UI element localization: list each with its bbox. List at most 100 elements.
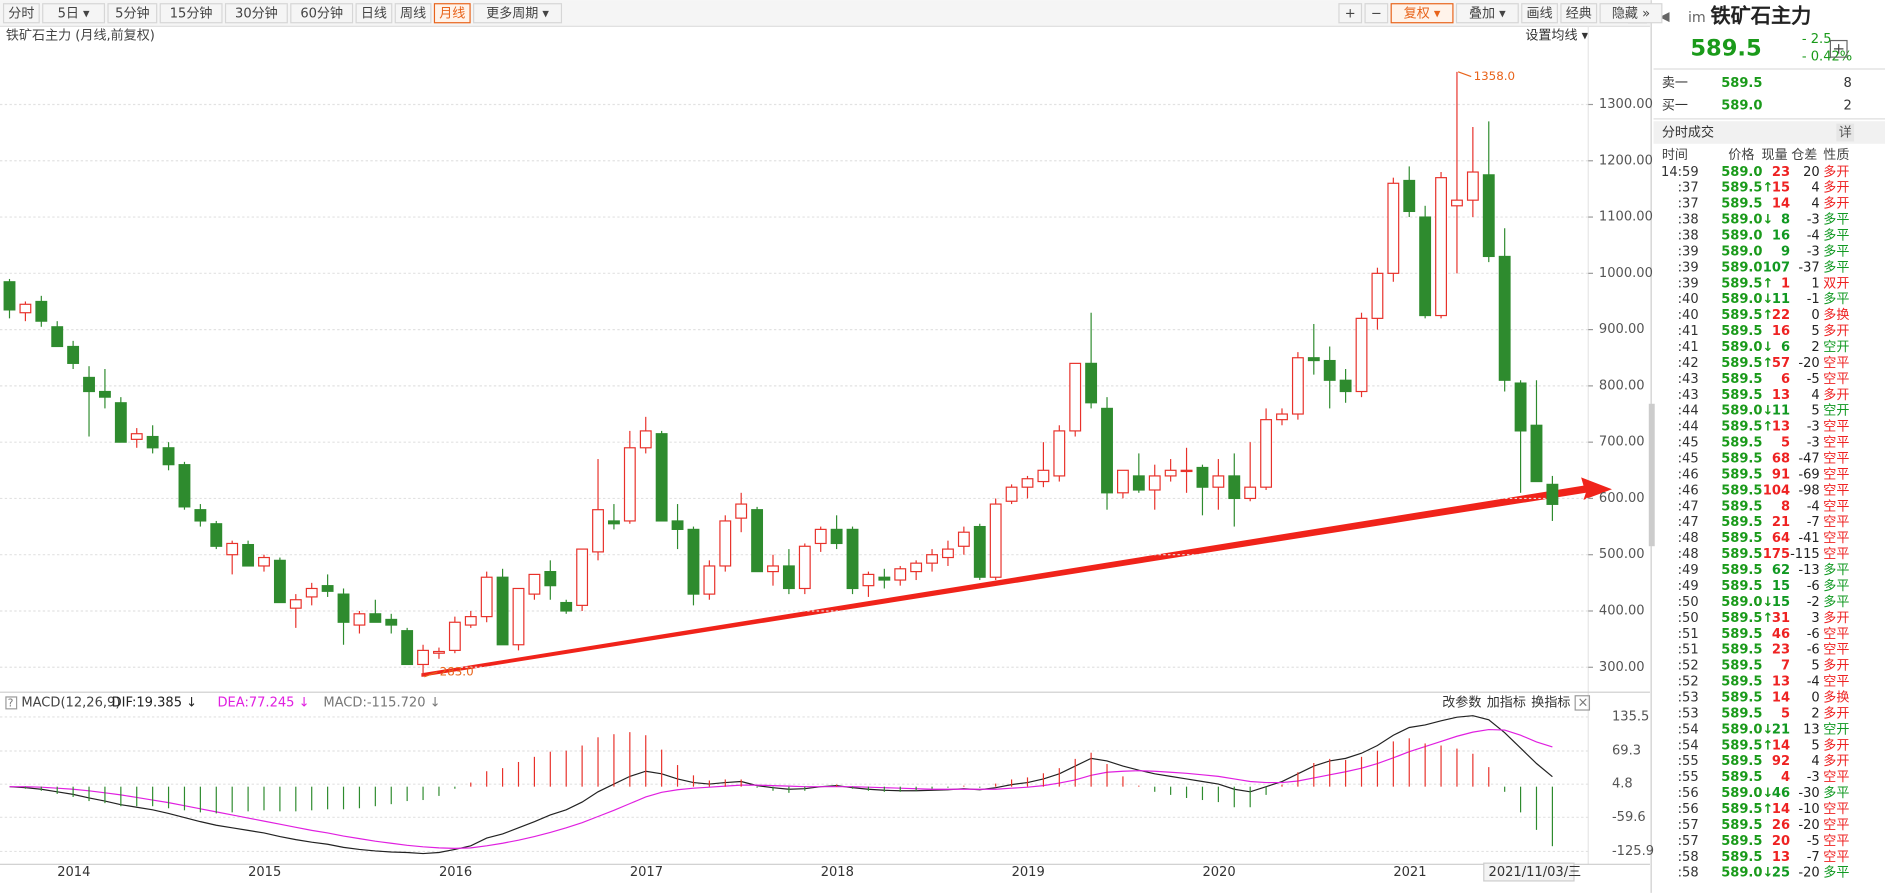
help-box[interactable] [5, 696, 18, 710]
trade-time: :55 [1678, 754, 1699, 769]
toolbar-label[interactable]: 隐藏 » [1612, 6, 1650, 21]
toolbar-button[interactable] [159, 3, 223, 24]
trade-oi-change: -37 [1798, 260, 1819, 275]
indicator-tool[interactable]: 加指标 [1487, 695, 1526, 710]
candle-body [130, 433, 143, 440]
trade-oi-change: -3 [1807, 420, 1820, 435]
toolbar-label[interactable]: − [1371, 6, 1382, 21]
trade-volume: 26 [1772, 818, 1790, 833]
indicator-tool[interactable]: 改参数 [1442, 694, 1481, 710]
toolbar-button[interactable] [473, 3, 563, 24]
toolbar-button[interactable] [2, 3, 40, 24]
toolbar-button[interactable] [433, 3, 471, 24]
trade-time: :53 [1678, 706, 1699, 721]
detail[interactable]: 详 [1839, 126, 1852, 141]
column-header: 性质 [1823, 148, 1849, 163]
toolbar-button[interactable] [1338, 3, 1363, 24]
close-indicator[interactable]: × [1578, 695, 1589, 710]
trade-type: 空平 [1823, 675, 1849, 690]
toolbar-button[interactable] [1599, 3, 1663, 24]
trade-type: 空平 [1823, 627, 1849, 642]
toolbar-button[interactable] [1455, 3, 1519, 24]
trade-price: 589.0↓ [1721, 340, 1773, 355]
trend-arrow [421, 477, 1612, 677]
toolbar-button[interactable] [224, 3, 288, 24]
trade-price: 589.5↑ [1721, 738, 1773, 753]
trade-volume: 31 [1772, 611, 1790, 626]
toolbar-button[interactable] [290, 3, 354, 24]
y-tick-label: 800.00 [1599, 378, 1645, 393]
candle-body [1037, 469, 1050, 483]
trade-oi-change: 2 [1811, 340, 1819, 355]
trade-price: 589.5↑ [1721, 356, 1773, 371]
toolbar-label[interactable]: 月线 [439, 6, 465, 21]
candle-body [433, 650, 445, 654]
toolbar-label[interactable]: 分时 [8, 6, 34, 21]
candle-body [1276, 413, 1288, 421]
book-qty: 2 [1843, 98, 1851, 113]
toolbar-label[interactable]: 更多周期 ▾ [486, 5, 549, 21]
candle-body [51, 326, 64, 348]
toolbar-button[interactable] [394, 3, 432, 24]
candle-body [846, 528, 859, 590]
detail-box[interactable] [1836, 123, 1855, 142]
toolbar-button[interactable] [1364, 3, 1389, 24]
close-box[interactable] [1574, 695, 1591, 711]
toolbar-button[interactable] [1521, 3, 1558, 24]
toolbar-label[interactable]: 画线 [1527, 6, 1553, 21]
toolbar-button[interactable] [107, 3, 158, 24]
y-tick-label: 500.00 [1599, 547, 1645, 562]
toolbar-button[interactable] [42, 3, 106, 24]
y-tick-label: -125.9 [1612, 844, 1654, 859]
trade-type: 空平 [1823, 802, 1849, 817]
add-button[interactable] [1829, 39, 1848, 58]
trade-oi-change: -3 [1807, 244, 1820, 259]
ma-setting[interactable]: 设置均线 ▾ [1525, 28, 1588, 43]
splitter[interactable] [1648, 403, 1655, 547]
trade-oi-change: -1 [1807, 292, 1820, 307]
candle-body [671, 520, 684, 530]
candle-body [1148, 475, 1161, 491]
trade-oi-change: -7 [1807, 850, 1820, 865]
candle-body [1546, 483, 1559, 505]
trade-volume: 6 [1781, 340, 1790, 355]
trade-type: 多平 [1823, 562, 1849, 578]
indicator-tool[interactable]: 换指标 [1531, 695, 1570, 710]
trade-type: 多平 [1823, 243, 1849, 259]
toolbar-button[interactable] [1560, 3, 1598, 24]
trade-volume: 22 [1772, 308, 1790, 323]
toolbar-label[interactable]: 30分钟 [235, 5, 278, 21]
toolbar-button[interactable] [1390, 3, 1454, 24]
candle-body [607, 520, 620, 525]
toolbar-label[interactable]: 5分钟 [115, 5, 149, 21]
candle-body [417, 649, 429, 666]
toolbar-label[interactable]: 60分钟 [300, 5, 343, 21]
toolbar-label[interactable]: 15分钟 [170, 5, 213, 21]
y-tick-label: 900.00 [1599, 322, 1645, 337]
chart-title: 铁矿石主力 (月线,前复权) [6, 27, 155, 43]
trade-time: :53 [1678, 690, 1699, 705]
candle-body [289, 599, 302, 609]
trade-time: :51 [1678, 643, 1699, 658]
trade-price: 589.5 [1721, 515, 1762, 530]
candle-body [1355, 317, 1368, 393]
candle-body [496, 576, 509, 646]
toolbar-label[interactable]: 周线 [400, 6, 426, 21]
toolbar-label[interactable]: 经典 [1566, 6, 1592, 21]
y-tick-label: 1300.00 [1599, 97, 1653, 112]
toolbar-label[interactable]: 叠加 ▾ [1469, 6, 1506, 21]
back-arrow[interactable]: ◀ [1659, 9, 1669, 24]
candle-body [242, 543, 255, 567]
trade-volume: 8 [1781, 499, 1790, 514]
candle-body [1498, 255, 1511, 381]
toolbar-label[interactable]: 日线 [361, 6, 387, 21]
trade-time: :46 [1678, 483, 1699, 498]
toolbar-label[interactable]: + [1345, 6, 1356, 21]
column-header: 仓差 [1791, 148, 1817, 163]
toolbar-label[interactable]: 复权 ▾ [1404, 5, 1441, 21]
toolbar-label[interactable]: 5日 ▾ [58, 6, 90, 21]
help[interactable]: ? [8, 696, 14, 709]
candle-body [1005, 486, 1018, 502]
toolbar-button[interactable] [355, 3, 393, 24]
trade-oi-change: 5 [1811, 404, 1819, 419]
